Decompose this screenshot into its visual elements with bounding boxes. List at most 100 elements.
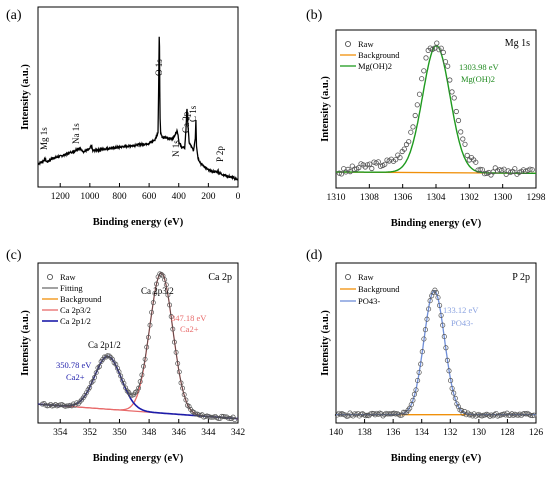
- panel-c-peak-label-ca2p32: Ca 2p3/2: [141, 286, 174, 296]
- raw-data-point: [408, 402, 414, 408]
- panel-b: (b) 1310 1308 1306 1304 1302 1300 1298 Binding…: [306, 8, 546, 229]
- x-tick-label: 132: [443, 428, 458, 438]
- raw-data-point: [121, 380, 127, 386]
- panel-a-x-ticks: 1200 1000 800 600 400 200 0: [51, 183, 241, 202]
- panel-a-ylabel: Intensity (a.u.): [20, 64, 31, 130]
- raw-data-point: [507, 412, 513, 418]
- x-tick-label: 400: [172, 192, 187, 202]
- legend-c-background: Background: [60, 294, 102, 304]
- raw-data-point: [220, 414, 226, 419]
- raw-data-point: [136, 385, 142, 391]
- legend-c-raw: Raw: [60, 272, 76, 282]
- raw-data-point: [171, 339, 177, 345]
- raw-data-point: [423, 55, 429, 61]
- raw-data-point: [440, 49, 446, 56]
- raw-data-point: [207, 414, 213, 420]
- x-tick-label: 342: [231, 428, 246, 438]
- raw-data-point: [141, 363, 146, 369]
- raw-data-point: [144, 344, 150, 350]
- raw-data-point: [165, 292, 171, 298]
- panel-c-legend: Raw Fitting Background Ca 2p3/2 Ca 2p1/2: [42, 272, 102, 326]
- panel-b-peak-species: Mg(OH)2: [461, 74, 495, 84]
- raw-data-point: [473, 159, 479, 165]
- raw-data-point: [446, 368, 452, 374]
- panel-a: (a) 1200 1000 800 600 400 200 0 Binding energy…: [6, 6, 241, 228]
- raw-data-point: [426, 306, 432, 312]
- raw-data-point: [422, 327, 428, 333]
- raw-data-point: [418, 361, 424, 367]
- raw-data-point: [429, 293, 435, 299]
- raw-data-point: [168, 314, 174, 319]
- x-tick-label: 140: [329, 428, 344, 438]
- x-tick-label: 344: [201, 428, 216, 438]
- raw-data-point: [137, 379, 143, 385]
- raw-data-point: [48, 401, 54, 407]
- raw-data-point: [92, 374, 98, 380]
- raw-data-point: [427, 298, 433, 304]
- raw-data-point: [438, 45, 444, 51]
- legend-c-fitting: Fitting: [60, 283, 83, 293]
- raw-data-point: [162, 277, 168, 283]
- raw-data-point: [367, 161, 373, 167]
- raw-data-point: [230, 414, 236, 420]
- raw-data-point: [227, 416, 233, 421]
- raw-data-point: [476, 411, 482, 417]
- x-tick-label: 354: [53, 428, 68, 438]
- raw-data-point: [419, 76, 425, 82]
- raw-data-point: [487, 413, 493, 419]
- raw-data-point: [176, 369, 182, 375]
- raw-data-point: [347, 169, 353, 175]
- x-tick-label: 130: [472, 428, 487, 438]
- raw-data-point: [416, 369, 422, 375]
- raw-data-point: [451, 390, 457, 396]
- x-tick-label: 1200: [51, 192, 70, 202]
- raw-data-point: [399, 412, 405, 418]
- legend-c-ca2p32: Ca 2p3/2: [60, 305, 91, 315]
- raw-data-point: [150, 300, 156, 306]
- panel-c: (c) 354 352 350 348 346 344 342 Binding energy…: [6, 248, 245, 464]
- x-tick-label: 0: [236, 192, 241, 202]
- x-tick-label: 346: [172, 428, 187, 438]
- raw-data-point: [64, 403, 70, 409]
- raw-data-point: [375, 159, 381, 165]
- raw-data-point: [375, 411, 381, 417]
- peak-label-o1s: O 1s: [154, 59, 164, 76]
- panel-c-xlabel: Binding energy (eV): [93, 453, 184, 464]
- raw-data-point: [419, 349, 425, 355]
- raw-data-point: [448, 378, 454, 384]
- raw-data-point: [222, 414, 228, 420]
- raw-data-point: [377, 163, 384, 169]
- raw-data-point: [181, 392, 187, 398]
- panel-d-frame: [335, 262, 537, 424]
- raw-data-point: [163, 282, 169, 288]
- raw-data-point: [336, 410, 342, 416]
- legend-b-mgoh2: Mg(OH)2: [358, 61, 392, 71]
- raw-data-point: [349, 163, 355, 169]
- raw-data-point: [215, 416, 221, 421]
- x-tick-label: 1310: [327, 193, 346, 203]
- raw-data-point: [531, 412, 537, 418]
- legend-b-raw: Raw: [358, 39, 374, 49]
- raw-data-point: [421, 336, 427, 342]
- panel-c-ylabel: Intensity (a.u.): [20, 310, 31, 376]
- raw-data-point: [410, 124, 416, 130]
- raw-data-point: [88, 380, 94, 386]
- panel-a-frame: [37, 6, 239, 188]
- raw-data-point: [232, 417, 238, 423]
- raw-data-point: [386, 411, 392, 417]
- panel-d-corner-label: P 2p: [512, 272, 530, 283]
- raw-data-point: [492, 165, 498, 171]
- panel-c-frame: [37, 262, 239, 424]
- raw-data-point: [225, 415, 231, 421]
- raw-data-point: [434, 40, 440, 46]
- panel-c-peak-label-ca2p12: Ca 2p1/2: [88, 340, 121, 350]
- x-tick-label: 200: [201, 192, 216, 202]
- raw-data-point: [372, 412, 378, 418]
- panel-d-po4-fit-line: [336, 289, 536, 416]
- panel-b-x-ticks: 1310 1308 1306 1304 1302 1300 1298: [327, 184, 546, 203]
- panel-a-xlabel: Binding energy (eV): [93, 217, 184, 228]
- raw-data-point: [442, 59, 449, 65]
- panel-d-peak-energy: 133.12 eV: [443, 305, 479, 315]
- x-tick-label: 352: [83, 428, 98, 438]
